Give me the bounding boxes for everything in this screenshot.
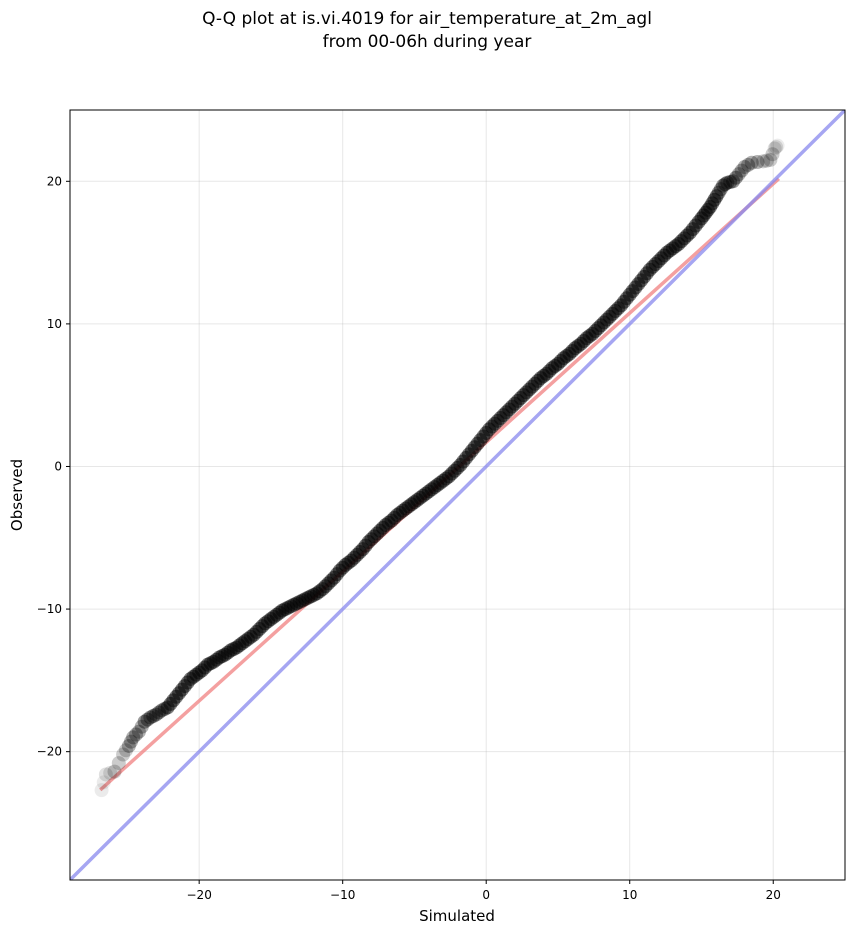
quantile-point xyxy=(750,155,765,170)
x-tick-label: 10 xyxy=(622,888,637,902)
quantile-point xyxy=(131,724,146,739)
quantile-point xyxy=(741,157,756,172)
quantile-point xyxy=(143,710,158,725)
quantile-point xyxy=(744,155,759,170)
x-axis-label: Simulated xyxy=(419,907,495,925)
quantile-point xyxy=(720,175,735,190)
chart-subtitle: from 00-06h during year xyxy=(322,32,532,52)
y-tick-label: 20 xyxy=(47,174,62,188)
quantile-point xyxy=(737,160,752,175)
y-axis-label: Observed xyxy=(8,459,26,531)
quantile-point xyxy=(728,170,743,185)
y-tick-label: 10 xyxy=(47,317,62,331)
quantile-point xyxy=(96,775,111,790)
quantile-point xyxy=(726,174,741,189)
quantile-point xyxy=(716,178,731,193)
quantile-point xyxy=(709,189,724,204)
x-tick-label: −10 xyxy=(330,888,355,902)
quantile-point xyxy=(756,154,771,169)
quantile-point xyxy=(731,167,746,182)
quantile-point xyxy=(734,163,749,178)
quantile-point xyxy=(759,153,774,168)
one-to-one-line xyxy=(70,110,845,880)
quantile-point xyxy=(765,147,780,162)
quantile-point xyxy=(137,714,152,729)
quantile-point xyxy=(134,719,149,734)
x-tick-label: 0 xyxy=(482,888,490,902)
quantile-point xyxy=(107,764,122,779)
quantile-point xyxy=(723,175,738,190)
quantile-point xyxy=(770,138,785,153)
quantile-point xyxy=(146,709,161,724)
axis-ticks: −20 −10 0 10 20 −20 −10 0 10 20 xyxy=(37,174,781,902)
quantile-point xyxy=(126,730,141,745)
x-tick-label: −20 xyxy=(187,888,212,902)
quantile-point xyxy=(140,712,155,727)
quantile-point xyxy=(116,747,131,762)
quantile-point xyxy=(149,707,164,722)
quantile-point xyxy=(98,767,113,782)
chart-title: Q-Q plot at is.vi.4019 for air_temperatu… xyxy=(202,9,652,29)
plot-frame xyxy=(69,109,846,881)
quantile-point xyxy=(123,734,138,749)
quantile-point xyxy=(763,152,778,167)
quantile-point xyxy=(711,185,726,200)
y-tick-label: −20 xyxy=(37,745,62,759)
quantile-point xyxy=(129,727,144,742)
reference-lines xyxy=(70,110,845,880)
quantile-point xyxy=(121,738,136,753)
quantile-points xyxy=(94,138,785,798)
quantile-point xyxy=(111,756,126,771)
quantile-point xyxy=(103,766,118,781)
quantile-point xyxy=(713,182,728,197)
y-tick-label: 0 xyxy=(54,459,62,473)
quantile-point xyxy=(769,140,784,155)
quantile-point xyxy=(767,141,782,156)
quantile-point xyxy=(118,743,133,758)
grid xyxy=(70,110,845,880)
x-tick-label: 20 xyxy=(766,888,781,902)
y-tick-label: −10 xyxy=(37,602,62,616)
quantile-point xyxy=(94,783,109,798)
quantile-point xyxy=(718,177,733,192)
